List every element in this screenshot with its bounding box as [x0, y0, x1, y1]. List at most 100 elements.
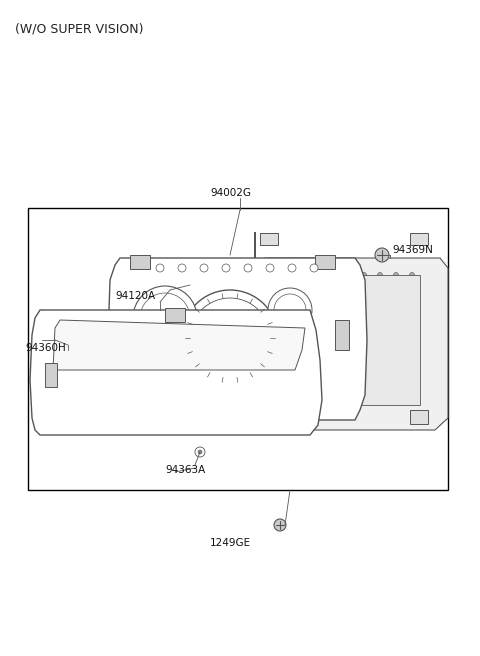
Polygon shape	[53, 320, 305, 370]
Ellipse shape	[361, 373, 367, 377]
Ellipse shape	[346, 333, 350, 337]
Ellipse shape	[329, 272, 335, 277]
Ellipse shape	[161, 314, 169, 322]
Ellipse shape	[313, 312, 319, 318]
Bar	[155, 370, 290, 395]
Ellipse shape	[225, 333, 235, 343]
Ellipse shape	[198, 450, 202, 454]
Ellipse shape	[182, 290, 278, 386]
Ellipse shape	[361, 293, 367, 298]
Ellipse shape	[313, 373, 319, 377]
Ellipse shape	[313, 293, 319, 298]
Ellipse shape	[377, 333, 383, 337]
Text: 94363A: 94363A	[165, 465, 205, 475]
Polygon shape	[30, 310, 322, 435]
Ellipse shape	[409, 333, 415, 337]
Text: 94369N: 94369N	[392, 245, 433, 255]
Ellipse shape	[394, 333, 398, 337]
Ellipse shape	[409, 293, 415, 298]
Ellipse shape	[312, 268, 316, 272]
Polygon shape	[255, 232, 448, 430]
Ellipse shape	[156, 264, 164, 272]
Ellipse shape	[394, 312, 398, 318]
Ellipse shape	[409, 373, 415, 377]
Ellipse shape	[222, 264, 230, 272]
Ellipse shape	[329, 373, 335, 377]
Ellipse shape	[394, 352, 398, 358]
Ellipse shape	[298, 373, 302, 377]
Ellipse shape	[346, 352, 350, 358]
Ellipse shape	[394, 272, 398, 277]
Ellipse shape	[346, 373, 350, 377]
Ellipse shape	[346, 293, 350, 298]
Ellipse shape	[377, 272, 383, 277]
Ellipse shape	[346, 272, 350, 277]
Ellipse shape	[266, 264, 274, 272]
Text: 1249GE: 1249GE	[210, 538, 251, 548]
Bar	[130, 255, 150, 269]
Ellipse shape	[329, 333, 335, 337]
Ellipse shape	[346, 312, 350, 318]
Bar	[165, 308, 185, 322]
Ellipse shape	[133, 286, 197, 350]
Ellipse shape	[329, 312, 335, 318]
Ellipse shape	[377, 352, 383, 358]
Ellipse shape	[361, 333, 367, 337]
Ellipse shape	[298, 333, 302, 337]
Ellipse shape	[409, 312, 415, 318]
Bar	[260, 233, 278, 245]
Ellipse shape	[244, 264, 252, 272]
Bar	[315, 255, 335, 269]
Ellipse shape	[361, 352, 367, 358]
Text: 94002G: 94002G	[210, 188, 251, 198]
Ellipse shape	[361, 312, 367, 318]
Ellipse shape	[313, 352, 319, 358]
Ellipse shape	[298, 352, 302, 358]
Text: 94360H: 94360H	[25, 343, 66, 353]
Ellipse shape	[274, 519, 286, 531]
Ellipse shape	[313, 333, 319, 337]
Ellipse shape	[276, 361, 304, 389]
Bar	[260, 410, 278, 424]
Ellipse shape	[394, 373, 398, 377]
Ellipse shape	[329, 293, 335, 298]
Ellipse shape	[200, 264, 208, 272]
Text: 94120A: 94120A	[115, 291, 155, 301]
Ellipse shape	[361, 272, 367, 277]
Polygon shape	[108, 258, 367, 420]
Ellipse shape	[296, 268, 300, 272]
Ellipse shape	[288, 264, 296, 272]
Ellipse shape	[377, 293, 383, 298]
Ellipse shape	[409, 352, 415, 358]
Ellipse shape	[140, 293, 190, 343]
Bar	[410, 410, 428, 424]
Ellipse shape	[394, 293, 398, 298]
Bar	[410, 233, 428, 245]
Bar	[118, 320, 132, 350]
Bar	[45, 363, 57, 387]
Ellipse shape	[329, 352, 335, 358]
Ellipse shape	[304, 268, 308, 272]
Bar	[270, 330, 330, 390]
Ellipse shape	[298, 312, 302, 318]
Bar	[28, 208, 448, 490]
Ellipse shape	[298, 272, 302, 277]
Ellipse shape	[409, 272, 415, 277]
Text: (W/O SUPER VISION): (W/O SUPER VISION)	[15, 22, 144, 35]
Bar	[270, 280, 330, 315]
Ellipse shape	[375, 248, 389, 262]
Ellipse shape	[268, 288, 312, 332]
Bar	[335, 320, 349, 350]
Ellipse shape	[190, 298, 270, 378]
Ellipse shape	[377, 312, 383, 318]
Ellipse shape	[288, 268, 292, 272]
Ellipse shape	[270, 355, 310, 395]
Ellipse shape	[178, 264, 186, 272]
Ellipse shape	[310, 264, 318, 272]
Bar	[350, 275, 420, 405]
Ellipse shape	[377, 373, 383, 377]
Ellipse shape	[274, 294, 306, 326]
Ellipse shape	[313, 272, 319, 277]
Ellipse shape	[298, 293, 302, 298]
Ellipse shape	[195, 447, 205, 457]
